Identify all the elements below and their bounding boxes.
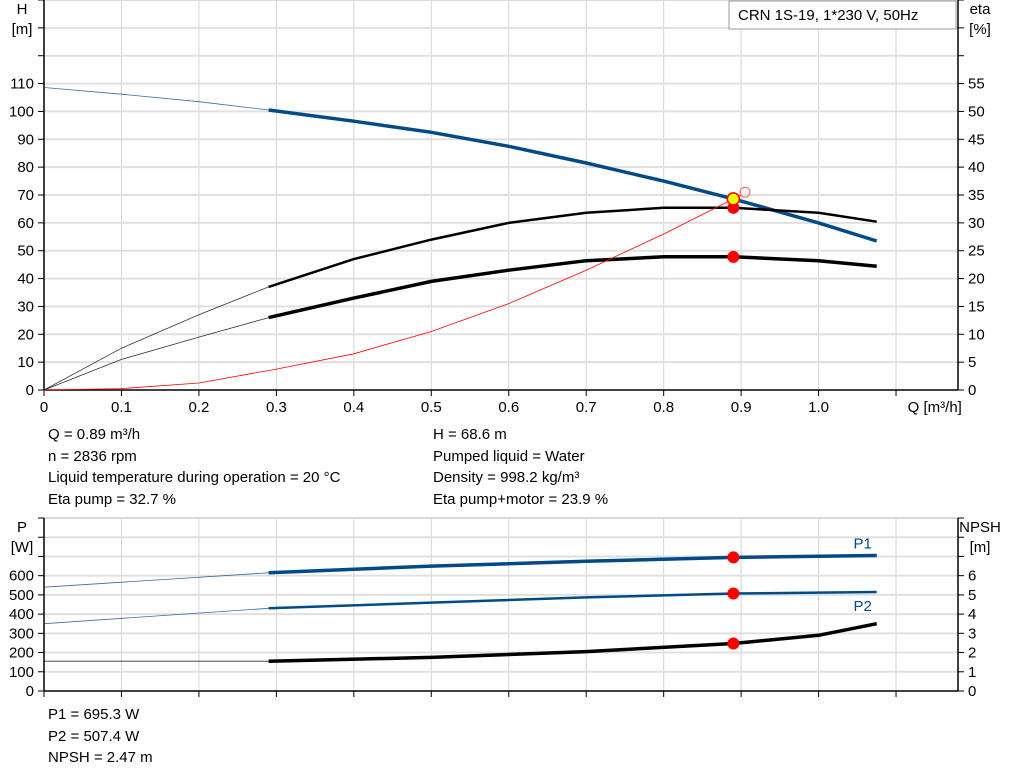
x-tick-label: 0.9 (731, 399, 752, 416)
x-tick-label: 0.2 (188, 399, 209, 416)
y-tick-label-left: 300 (9, 625, 34, 642)
y-tick-label-left: 600 (9, 568, 34, 585)
y-tick-label-right: 40 (968, 159, 985, 176)
series-label-P2: P2 (853, 598, 871, 615)
info-eta-pump-motor: Eta pump+motor = 23.9 % (433, 490, 609, 508)
y-tick-label-left: 60 (17, 215, 34, 232)
y-tick-label-right: 1 (968, 664, 976, 681)
title-box-text: CRN 1S-19, 1*230 V, 50Hz (738, 7, 918, 24)
series-eta_pump-line (268, 206, 877, 289)
series-P1-extrapolated (43, 572, 269, 588)
series-label-P1: P1 (853, 535, 871, 552)
x-tick-label: 0.3 (266, 399, 287, 416)
y-tick-label-right: 10 (968, 326, 985, 343)
y-axis-unit-left: [m] (12, 21, 33, 38)
y-tick-label-left: 0 (26, 683, 34, 700)
info-density: Density = 998.2 kg/m³ (433, 469, 580, 486)
info-npsh: NPSH = 2.47 m (48, 749, 153, 766)
x-tick-label: 0.6 (498, 399, 519, 416)
y-tick-label-right: 3 (968, 625, 976, 642)
y-tick-label-left: 500 (9, 587, 34, 604)
info-bottom: P1 = 695.3 W P2 = 507.4 W NPSH = 2.47 m (48, 704, 153, 769)
y-tick-label-right: 5 (968, 354, 976, 371)
series-H-extrapolated (43, 87, 269, 111)
y-tick-label-left: 400 (9, 606, 34, 623)
y-tick-label-left: 40 (17, 271, 34, 288)
title-box (728, 0, 957, 30)
y-tick-label-left: 100 (9, 664, 34, 681)
system-curve-end-marker (739, 186, 751, 198)
y-tick-label-right: 35 (968, 187, 985, 204)
y-tick-label-left: 110 (10, 76, 34, 93)
y-axis-label-right: NPSH (959, 519, 1001, 536)
info-right: H = 68.6 m Pumped liquid = Water Density… (433, 424, 608, 510)
y-tick-label-right: 30 (968, 215, 985, 232)
y-tick-label-right: 15 (968, 298, 985, 315)
series-eta_pump_motor-line (268, 255, 877, 320)
y-tick-label-right: 5 (968, 587, 976, 604)
y-tick-label-left: 50 (17, 243, 34, 260)
y-tick-label-right: 2 (968, 645, 976, 662)
series-NPSH-line (268, 621, 878, 663)
y-tick-label-right: 4 (968, 606, 976, 623)
y-tick-label-left: 30 (17, 298, 34, 315)
x-tick-label: 0.5 (421, 399, 442, 416)
info-temperature: Liquid temperature during operation = 20… (48, 469, 341, 486)
x-tick-label: 0 (40, 399, 48, 416)
info-head: H = 68.6 m (433, 426, 507, 443)
y-tick-label-left: 80 (17, 159, 34, 176)
y-tick-label-left: 100 (9, 103, 34, 120)
info-p1: P1 = 695.3 W (48, 706, 140, 723)
y-tick-label-left: 20 (17, 326, 34, 343)
info-liquid: Pumped liquid = Water (433, 447, 585, 465)
y-tick-label-left: 90 (17, 131, 34, 148)
y-axis-unit-right: [%] (969, 21, 991, 38)
duty-point-p1-marker (727, 551, 740, 564)
duty-point-p2-marker (727, 587, 740, 600)
y-tick-label-right: 45 (968, 131, 985, 148)
y-tick-label-left: 0 (26, 382, 34, 399)
series-system-line (43, 194, 742, 391)
info-p2: P2 = 507.4 W (48, 727, 140, 745)
x-tick-label: 0.8 (653, 399, 674, 416)
y-tick-label-left: 200 (9, 645, 34, 662)
duty-point-eta-pump-motor-marker (727, 250, 740, 263)
series-P2-line (268, 590, 877, 610)
y-axis-unit-left: [W] (11, 539, 34, 556)
series-P2-extrapolated (43, 607, 269, 625)
duty-point-head-marker (726, 192, 741, 206)
series-eta_pump_motor-extrapolated (43, 317, 269, 391)
y-tick-label-left: 10 (17, 354, 34, 371)
x-tick-label: 1.0 (808, 399, 829, 416)
y-tick-label-right: 0 (968, 382, 976, 399)
y-tick-label-right: 20 (968, 271, 985, 288)
x-tick-label: 0.1 (111, 399, 132, 416)
series-P1-line (268, 553, 877, 575)
info-speed: n = 2836 rpm (48, 447, 137, 465)
info-flow: Q = 0.89 m³/h (48, 426, 141, 443)
info-left: Q = 0.89 m³/h n = 2836 rpm Liquid temper… (48, 424, 340, 510)
series-H-line (268, 108, 878, 243)
y-tick-label-right: 6 (968, 568, 976, 585)
y-axis-label-left: H (17, 1, 28, 18)
y-axis-label-right: eta (970, 1, 992, 18)
y-tick-label-right: 55 (968, 76, 985, 93)
x-tick-label: 0.4 (343, 399, 364, 416)
y-tick-label-right: 0 (968, 683, 976, 700)
y-tick-label-right: 25 (968, 243, 985, 260)
x-tick-label: 0.7 (576, 399, 597, 416)
duty-point-npsh-marker (727, 637, 740, 650)
y-axis-unit-right: [m] (970, 539, 991, 556)
series-eta_pump-extrapolated (43, 286, 269, 391)
y-axis-label-left: P (17, 519, 27, 536)
info-eta-pump: Eta pump = 32.7 % (48, 490, 176, 508)
y-tick-label-left: 70 (17, 187, 34, 204)
y-tick-label-right: 50 (968, 103, 985, 120)
x-axis-label: Q [m³/h] (908, 399, 962, 416)
